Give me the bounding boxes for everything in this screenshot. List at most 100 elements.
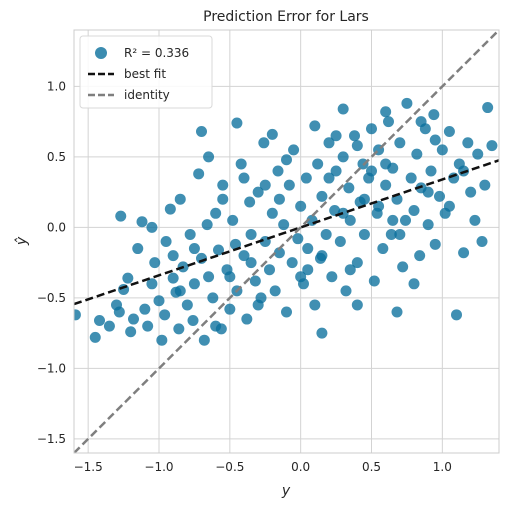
scatter-point bbox=[203, 151, 215, 163]
scatter-point bbox=[244, 196, 256, 208]
scatter-point bbox=[422, 186, 434, 198]
scatter-point bbox=[344, 214, 356, 226]
y-tick-label: −0.5 bbox=[37, 291, 66, 305]
scatter-point bbox=[462, 137, 474, 149]
scatter-point bbox=[252, 299, 264, 311]
y-tick-labels: −1.5 −1.0 −0.5 0.0 0.5 1.0 bbox=[37, 79, 66, 446]
x-tick-label: −1.5 bbox=[74, 460, 103, 474]
scatter-point bbox=[193, 168, 205, 180]
scatter-point bbox=[411, 148, 423, 160]
scatter-point bbox=[113, 306, 125, 318]
scatter-point bbox=[414, 250, 426, 262]
scatter-point bbox=[272, 165, 284, 177]
y-tick-label: 0.0 bbox=[47, 220, 66, 234]
scatter-point bbox=[164, 203, 176, 215]
scatter-point bbox=[429, 238, 441, 250]
scatter-point bbox=[401, 97, 413, 109]
scatter-point bbox=[217, 179, 229, 191]
legend-box bbox=[79, 35, 213, 109]
scatter-point bbox=[210, 320, 222, 332]
scatter-point bbox=[146, 278, 158, 290]
scatter-point bbox=[122, 272, 134, 284]
scatter-point bbox=[295, 271, 307, 283]
scatter-point bbox=[230, 238, 241, 250]
scatter-point bbox=[249, 275, 261, 287]
x-tick-label: −0.5 bbox=[215, 460, 244, 474]
scatter-point bbox=[479, 179, 491, 191]
scatter-point bbox=[443, 200, 455, 212]
scatter-point bbox=[159, 309, 171, 321]
scatter-point bbox=[273, 193, 285, 205]
scatter-point bbox=[482, 102, 494, 114]
identity-line bbox=[74, 30, 499, 453]
scatter-point bbox=[160, 236, 172, 247]
legend-points-marker bbox=[95, 47, 107, 59]
y-tick-label: −1.5 bbox=[37, 432, 66, 446]
scatter-point bbox=[224, 303, 236, 315]
scatter-point bbox=[330, 165, 342, 177]
scatter-point bbox=[380, 158, 392, 170]
scatter-point bbox=[486, 140, 498, 152]
scatter-point bbox=[391, 306, 403, 318]
x-tick-label: −1.0 bbox=[144, 460, 173, 474]
scatter-point bbox=[330, 130, 342, 142]
scatter-point bbox=[173, 323, 185, 335]
scatter-point bbox=[94, 314, 105, 326]
x-tick-label: 1.0 bbox=[433, 460, 452, 474]
scatter-point bbox=[337, 207, 349, 219]
scatter-point bbox=[227, 214, 239, 226]
x-tick-labels: −1.5 −1.0 −0.5 0.0 0.5 1.0 bbox=[74, 460, 452, 474]
scatter-point bbox=[415, 116, 427, 128]
chart-title: Prediction Error for Lars bbox=[203, 9, 369, 25]
scatter-point bbox=[334, 236, 346, 247]
scatter-point bbox=[188, 278, 200, 290]
scatter-point bbox=[181, 299, 193, 311]
scatter-point bbox=[125, 326, 137, 338]
scatter-point bbox=[245, 257, 257, 269]
scatter-point bbox=[394, 228, 406, 240]
scatter-points bbox=[74, 97, 498, 346]
scatter-point bbox=[281, 306, 292, 318]
scatter-point bbox=[377, 243, 389, 255]
scatter-point bbox=[286, 257, 298, 269]
scatter-point bbox=[316, 250, 328, 262]
legend: R² = 0.336 best fit identity bbox=[79, 35, 213, 109]
scatter-point bbox=[472, 148, 484, 160]
scatter-point bbox=[266, 128, 278, 140]
scatter-point bbox=[273, 247, 285, 259]
scatter-point bbox=[443, 126, 455, 138]
scatter-point bbox=[337, 103, 349, 115]
scatter-point bbox=[358, 193, 370, 205]
scatter-point bbox=[408, 278, 420, 290]
scatter-point bbox=[203, 271, 215, 283]
scatter-point bbox=[366, 165, 377, 177]
scatter-point bbox=[184, 228, 196, 240]
plot-frame bbox=[73, 29, 500, 454]
scatter-point bbox=[344, 264, 356, 276]
scatter-point bbox=[295, 200, 307, 212]
scatter-point bbox=[207, 292, 219, 304]
scatter-point bbox=[373, 200, 385, 212]
scatter-point bbox=[187, 314, 199, 326]
scatter-point bbox=[451, 309, 462, 321]
scatter-point bbox=[309, 120, 321, 132]
x-axis-title: y bbox=[281, 483, 291, 499]
reference-lines bbox=[74, 30, 499, 453]
scatter-point bbox=[425, 165, 437, 177]
y-tick-label: −1.0 bbox=[37, 361, 66, 375]
scatter-point bbox=[224, 271, 236, 283]
scatter-point bbox=[302, 243, 314, 255]
scatter-point bbox=[201, 219, 213, 231]
scatter-point bbox=[156, 334, 168, 346]
scatter-point bbox=[188, 243, 200, 255]
scatter-point bbox=[128, 313, 139, 325]
scatter-point bbox=[196, 126, 207, 138]
scatter-point bbox=[139, 303, 151, 315]
scatter-point bbox=[142, 320, 154, 332]
scatter-point bbox=[400, 214, 411, 226]
scatter-point bbox=[394, 137, 406, 149]
scatter-point bbox=[397, 261, 409, 273]
scatter-point bbox=[349, 130, 360, 142]
scatter-point bbox=[408, 204, 420, 216]
